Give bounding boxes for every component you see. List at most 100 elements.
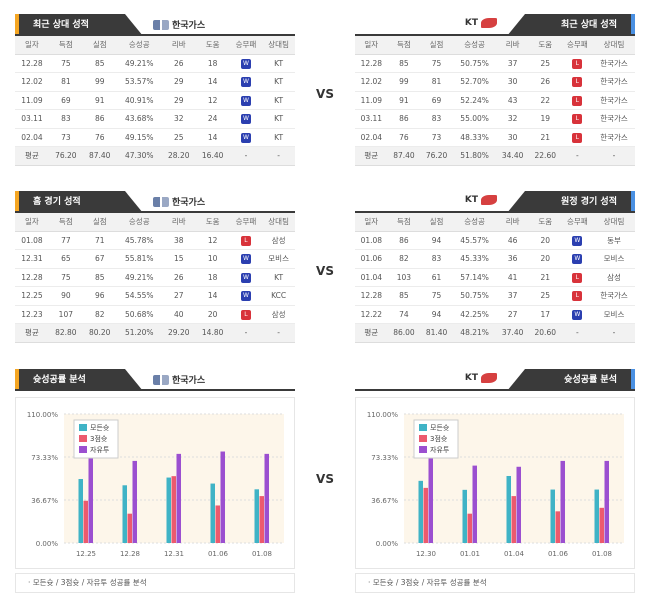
table-cell: 12.28 bbox=[15, 54, 49, 73]
table-cell: 91 bbox=[82, 91, 117, 110]
vs-label: VS bbox=[316, 264, 334, 278]
average-cell: - bbox=[262, 146, 295, 166]
table-cell: 48.33% bbox=[452, 128, 497, 147]
table-cell: 83 bbox=[420, 249, 453, 269]
bar-자유투 bbox=[472, 465, 477, 543]
column-header: 승성공 bbox=[452, 213, 497, 232]
table-cell: 81 bbox=[420, 72, 453, 92]
table-cell: 54.55% bbox=[116, 286, 162, 306]
table-cell: 한국가스 bbox=[593, 109, 635, 129]
column-header: 승성공 bbox=[116, 36, 162, 55]
table-row: 02.04 76 73 48.33% 30 21 L 한국가스 bbox=[355, 128, 635, 147]
recent-h2h-left-panel: 최근 상대 성적 한국가스 일자 득점 실점 승성공 리바 도움 승무패 상대팀 12.28 75… bbox=[15, 14, 295, 166]
table-cell: 14 bbox=[195, 72, 230, 92]
team-name: 한국가스 bbox=[172, 376, 206, 386]
table-cell: 한국가스 bbox=[593, 91, 635, 110]
bar-3점슛 bbox=[511, 496, 516, 543]
table-cell: 55.81% bbox=[116, 249, 162, 269]
header-divider bbox=[355, 389, 635, 391]
column-header: 상대팀 bbox=[262, 213, 295, 232]
table-cell: 82 bbox=[82, 305, 117, 324]
panel-header: 슛성공률 분석 한국가스 bbox=[15, 369, 295, 391]
table-cell: 85 bbox=[387, 54, 421, 73]
table-cell: 85 bbox=[387, 286, 421, 306]
table-cell: 30 bbox=[496, 72, 529, 92]
table-cell: 32 bbox=[496, 109, 529, 129]
table-cell: KT bbox=[262, 54, 295, 73]
team-label: KT bbox=[465, 195, 497, 205]
table-cell: 19 bbox=[528, 109, 562, 129]
table-cell: 45.57% bbox=[452, 231, 497, 250]
table-cell: 49.15% bbox=[116, 128, 162, 147]
legend-swatch-icon bbox=[79, 424, 87, 431]
table-row: 01.08 77 71 45.78% 38 12 L 삼성 bbox=[15, 231, 295, 250]
average-cell: 87.40 bbox=[82, 146, 117, 166]
table-cell: 38 bbox=[161, 231, 196, 250]
legend-label: 3점슛 bbox=[430, 435, 448, 443]
table-cell: 12.28 bbox=[355, 54, 388, 73]
table-cell: 모비스 bbox=[593, 305, 635, 324]
accent-stripe bbox=[15, 191, 19, 213]
table-cell: 90 bbox=[48, 286, 83, 306]
result-cell: W bbox=[561, 249, 594, 269]
team-name: 한국가스 bbox=[172, 198, 206, 208]
table-cell: 01.06 bbox=[355, 249, 388, 269]
table-cell: 17 bbox=[528, 305, 562, 324]
table-row: 01.08 86 94 45.57% 46 20 W 동부 bbox=[355, 231, 635, 250]
team-logo-icon bbox=[153, 374, 169, 385]
column-header: 실점 bbox=[82, 213, 117, 232]
result-cell: L bbox=[561, 286, 594, 306]
table-cell: 27 bbox=[496, 305, 529, 324]
column-header: 승무패 bbox=[561, 36, 594, 55]
x-tick-label: 12.30 bbox=[416, 550, 436, 558]
average-cell: 14.80 bbox=[195, 323, 230, 343]
table-header-row: 일자 득점 실점 승성공 리바 도움 승무패 상대팀 bbox=[15, 213, 295, 232]
table-cell: 42.25% bbox=[452, 305, 497, 324]
table-cell: 한국가스 bbox=[593, 286, 635, 306]
table-cell: 71 bbox=[82, 231, 117, 250]
shooting-analysis-left-panel: 슛성공률 분석 한국가스 110.00% 73.33% 36.67% 0.00% 12.… bbox=[15, 369, 295, 595]
away-games-panel: 원정 경기 성적 KT 일자 득점 실점 승성공 리바 도움 승무패 상대팀 01.08 86 94… bbox=[355, 191, 635, 343]
average-cell: - bbox=[229, 323, 263, 343]
win-badge-icon: W bbox=[240, 291, 251, 302]
table-row: 03.11 83 86 43.68% 32 24 W KT bbox=[15, 109, 295, 129]
table-cell: 45.78% bbox=[116, 231, 162, 250]
x-tick-label: 01.06 bbox=[548, 550, 569, 558]
table-cell: 67 bbox=[82, 249, 117, 269]
table-cell: 75 bbox=[48, 54, 83, 73]
table-cell: 14 bbox=[195, 128, 230, 147]
table-cell: 01.08 bbox=[355, 231, 388, 250]
average-cell: 22.60 bbox=[528, 146, 562, 166]
table-cell: 45.33% bbox=[452, 249, 497, 269]
loss-badge-icon: L bbox=[572, 77, 583, 88]
table-cell: 20 bbox=[195, 305, 230, 324]
team-name: KT bbox=[464, 373, 478, 383]
table-row: 02.04 73 76 49.15% 25 14 W KT bbox=[15, 128, 295, 147]
column-header: 상대팀 bbox=[593, 213, 635, 232]
table-cell: 86 bbox=[387, 231, 421, 250]
table-cell: KT bbox=[262, 109, 295, 129]
team-name: 한국가스 bbox=[172, 21, 206, 31]
table-cell: 49.21% bbox=[116, 268, 162, 287]
average-row: 평균 87.40 76.20 51.80% 34.40 22.60- - bbox=[355, 146, 635, 166]
loss-badge-icon: L bbox=[572, 272, 583, 283]
bar-모든슛 bbox=[122, 485, 127, 543]
table-cell: 99 bbox=[82, 72, 117, 92]
average-cell: 28.20 bbox=[161, 146, 196, 166]
panel-title: 최근 상대 성적 bbox=[507, 14, 635, 36]
legend-swatch-icon bbox=[79, 435, 87, 442]
column-header: 승무패 bbox=[229, 36, 263, 55]
average-cell: 82.80 bbox=[48, 323, 83, 343]
column-header: 일자 bbox=[355, 213, 388, 232]
win-badge-icon: W bbox=[572, 254, 583, 265]
table-cell: 73 bbox=[420, 128, 453, 147]
table-cell: 18 bbox=[195, 54, 230, 73]
column-header: 도움 bbox=[195, 213, 230, 232]
accent-stripe bbox=[631, 191, 635, 213]
legend-label: 자유투 bbox=[430, 445, 450, 454]
table-cell: 21 bbox=[528, 268, 562, 287]
table-row: 01.06 82 83 45.33% 36 20 W 모비스 bbox=[355, 249, 635, 269]
column-header: 득점 bbox=[48, 36, 83, 55]
average-row: 평균 76.20 87.40 47.30% 28.20 16.40- - bbox=[15, 146, 295, 166]
header-divider bbox=[15, 211, 295, 213]
